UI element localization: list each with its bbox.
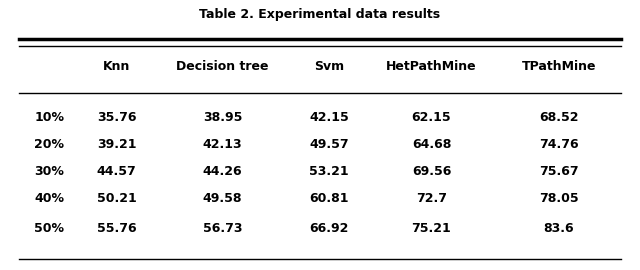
Text: 55.76: 55.76	[97, 222, 136, 235]
Text: 83.6: 83.6	[543, 222, 574, 235]
Text: 44.26: 44.26	[203, 165, 243, 178]
Text: Table 2. Experimental data results: Table 2. Experimental data results	[200, 8, 440, 21]
Text: 49.57: 49.57	[309, 138, 349, 151]
Text: 64.68: 64.68	[412, 138, 451, 151]
Text: 69.56: 69.56	[412, 165, 451, 178]
Text: Knn: Knn	[103, 60, 130, 73]
Text: Svm: Svm	[314, 60, 344, 73]
Text: TPathMine: TPathMine	[522, 60, 596, 73]
Text: 56.73: 56.73	[203, 222, 243, 235]
Text: 72.7: 72.7	[416, 192, 447, 205]
Text: 38.95: 38.95	[203, 111, 243, 124]
Text: Decision tree: Decision tree	[177, 60, 269, 73]
Text: 49.58: 49.58	[203, 192, 243, 205]
Text: 50%: 50%	[35, 222, 64, 235]
Text: HetPathMine: HetPathMine	[386, 60, 477, 73]
Text: 10%: 10%	[35, 111, 64, 124]
Text: 53.21: 53.21	[309, 165, 349, 178]
Text: 42.13: 42.13	[203, 138, 243, 151]
Text: 62.15: 62.15	[412, 111, 451, 124]
Text: 78.05: 78.05	[539, 192, 579, 205]
Text: 42.15: 42.15	[309, 111, 349, 124]
Text: 39.21: 39.21	[97, 138, 136, 151]
Text: 75.67: 75.67	[539, 165, 579, 178]
Text: 60.81: 60.81	[309, 192, 349, 205]
Text: 30%: 30%	[35, 165, 64, 178]
Text: 50.21: 50.21	[97, 192, 136, 205]
Text: 20%: 20%	[35, 138, 64, 151]
Text: 44.57: 44.57	[97, 165, 136, 178]
Text: 75.21: 75.21	[412, 222, 451, 235]
Text: 40%: 40%	[35, 192, 64, 205]
Text: 66.92: 66.92	[309, 222, 349, 235]
Text: 68.52: 68.52	[539, 111, 579, 124]
Text: 74.76: 74.76	[539, 138, 579, 151]
Text: 35.76: 35.76	[97, 111, 136, 124]
